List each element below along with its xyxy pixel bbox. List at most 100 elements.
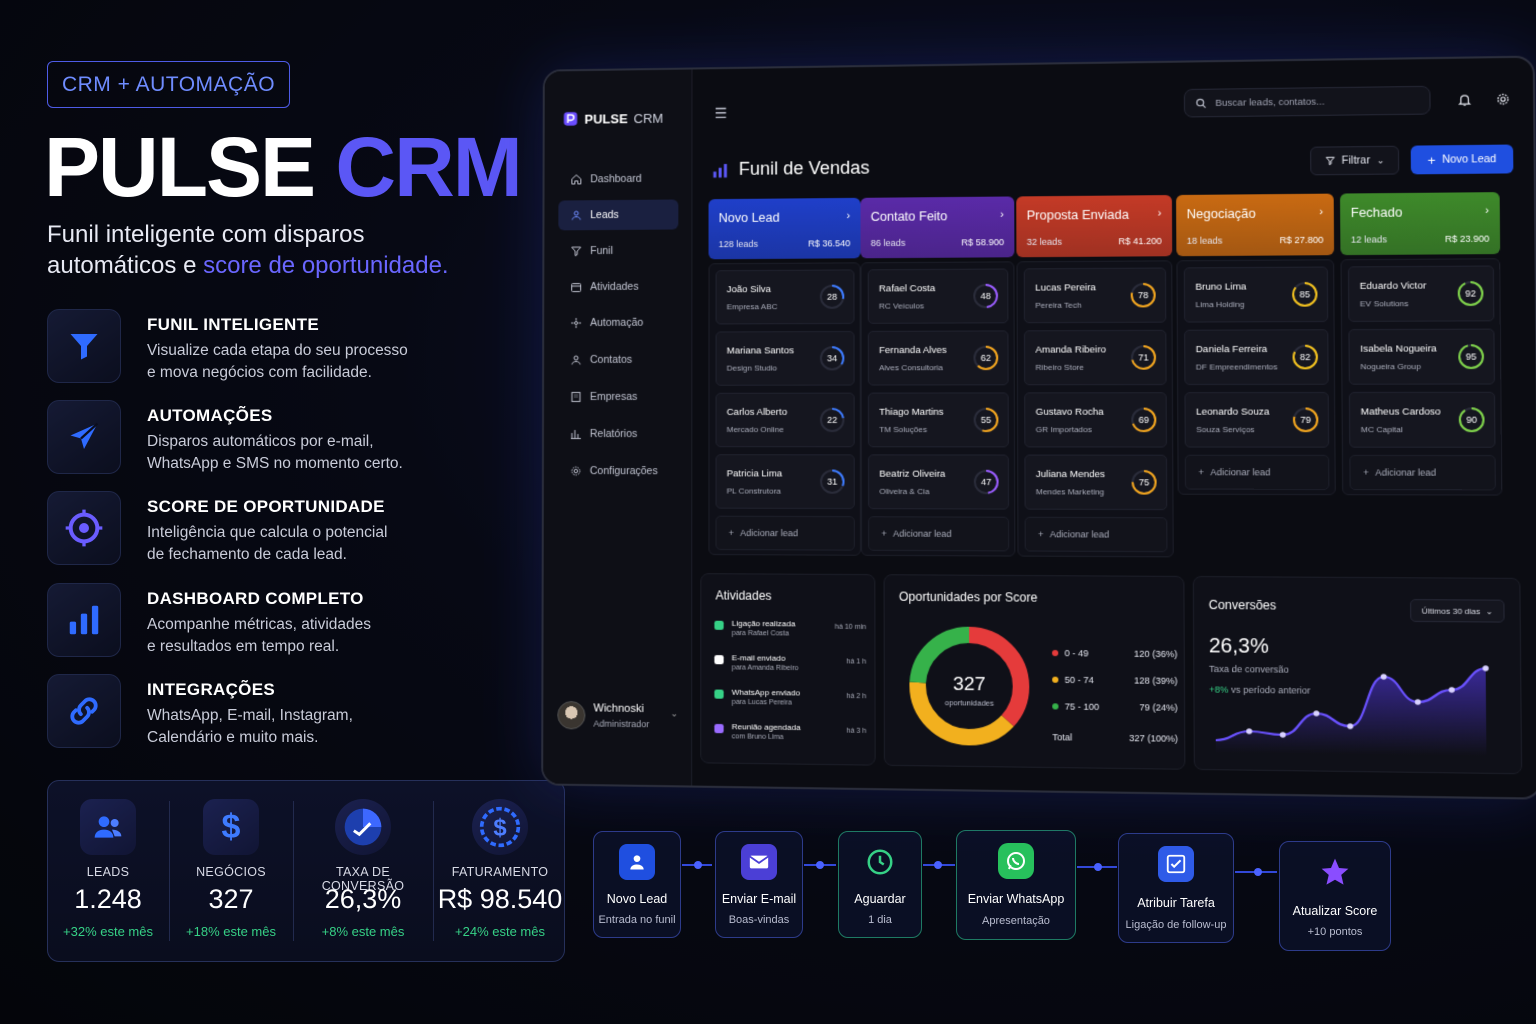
score-ring: 69 — [1130, 407, 1157, 434]
bar-chart-icon — [47, 583, 121, 657]
feature-automacoes: AUTOMAÇÕES Disparos automáticos por e-ma… — [47, 400, 517, 476]
avatar — [557, 700, 586, 730]
stat-leads: LEADS 1.248 +32% este mês — [48, 781, 168, 963]
sidebar-item-leads[interactable]: Leads — [558, 199, 679, 231]
lead-card[interactable]: Patricia Lima PL Construtora 31 — [715, 454, 855, 510]
bell-icon[interactable] — [1450, 85, 1480, 114]
lead-score: 62 — [981, 353, 991, 363]
workflow-step-aguardar[interactable]: Aguardar 1 dia — [838, 831, 922, 938]
kanban-column-header[interactable]: Novo Lead › 128 leads R$ 36.540 — [708, 197, 861, 260]
hero-subtitle: Funil inteligente com disparos automático… — [47, 221, 449, 279]
menu-icon[interactable]: ☰ — [714, 104, 728, 122]
plus-icon: + — [1038, 529, 1044, 540]
score-ring: 90 — [1458, 406, 1486, 433]
add-lead-button[interactable]: + Adicionar lead — [1184, 454, 1330, 490]
chevron-right-icon: › — [1157, 207, 1162, 220]
lead-card[interactable]: Carlos Alberto Mercado Online 22 — [715, 392, 855, 448]
lead-card[interactable]: Bruno Lima Lima Holding 85 — [1183, 266, 1329, 323]
lead-card[interactable]: Gustavo Rocha GR Importados 69 — [1024, 392, 1167, 448]
sidebar-item-dashboard[interactable]: Dashboard — [558, 163, 678, 194]
activity-item[interactable]: E-mail enviado para Amanda Ribeiro há 1 h — [713, 653, 866, 685]
add-lead-button[interactable]: + Adicionar lead — [868, 516, 1010, 552]
dollar-icon: $ — [203, 799, 259, 855]
workflow-step-enviar-email[interactable]: Enviar E-mail Boas-vindas — [715, 831, 803, 938]
score-panel: Oportunidades por Score 327 oportunidade… — [883, 574, 1186, 770]
sidebar-item-relatorios[interactable]: Relatórios — [558, 419, 678, 449]
kanban-column-header[interactable]: Proposta Enviada › 32 leads R$ 41.200 — [1016, 195, 1173, 258]
score-ring: 31 — [819, 468, 846, 494]
lead-card[interactable]: Matheus Cardoso MC Capital 90 — [1348, 391, 1496, 448]
lead-card[interactable]: Leonardo Souza Souza Serviços 79 — [1184, 391, 1330, 448]
lead-company: DF Empreendimentos — [1195, 362, 1278, 372]
workflow-step-enviar-whatsapp[interactable]: Enviar WhatsApp Apresentação — [956, 830, 1076, 940]
new-lead-button[interactable]: + Novo Lead — [1410, 144, 1514, 175]
lead-card[interactable]: Isabela Nogueira Nogueira Group 95 — [1348, 328, 1495, 385]
kanban-column-body: Lucas Pereira Pereira Tech 78 Amanda Ribeir… — [1016, 260, 1174, 558]
filter-button[interactable]: Filtrar ⌄ — [1310, 145, 1400, 176]
score-ring: 85 — [1291, 281, 1319, 308]
lead-card[interactable]: Beatriz Oliveira Oliveira & Cia 47 — [867, 454, 1010, 510]
lead-company: Mendes Marketing — [1035, 487, 1105, 497]
search-input[interactable]: Buscar leads, contatos... — [1183, 85, 1431, 118]
score-ring: 55 — [973, 407, 1000, 433]
page-title: Funil de Vendas — [713, 157, 870, 180]
coin-icon: $ — [472, 799, 528, 855]
kanban-column-header[interactable]: Negociação › 18 leads R$ 27.800 — [1176, 193, 1335, 257]
lead-card[interactable]: Rafael Costa RC Veículos 48 — [867, 268, 1009, 324]
lead-score: 55 — [981, 415, 991, 425]
search-icon — [1195, 97, 1207, 108]
stats-panel: LEADS 1.248 +32% este mês $ NEGÓCIOS 327… — [47, 780, 565, 962]
funnel-icon — [571, 246, 583, 257]
activity-item[interactable]: Reunião agendada com Bruno Lima há 3 h — [713, 722, 866, 754]
workflow-step-atualizar-score[interactable]: Atualizar Score +10 pontos — [1279, 841, 1391, 951]
automation-icon — [571, 318, 581, 328]
conversion-area — [1215, 665, 1487, 757]
lead-card[interactable]: Juliana Mendes Mendes Marketing 75 — [1024, 454, 1168, 511]
lead-card[interactable]: Eduardo Victor EV Solutions 92 — [1347, 265, 1495, 322]
stat-taxa-conversao: TAXA DE CONVERSÃO 26,3% +8% este mês — [294, 781, 432, 963]
lead-card[interactable]: Mariana Santos Design Studio 34 — [715, 330, 855, 386]
add-lead-button[interactable]: + Adicionar lead — [1349, 454, 1496, 491]
workflow-step-atribuir-tarefa[interactable]: Atribuir Tarefa Ligação de follow-up — [1118, 833, 1234, 943]
star-icon — [1317, 854, 1353, 890]
add-lead-button[interactable]: + Adicionar lead — [715, 515, 855, 551]
lead-card[interactable]: Thiago Martins TM Soluções 55 — [867, 392, 1009, 448]
settings-icon[interactable] — [1488, 85, 1518, 114]
sidebar-item-automacao[interactable]: Automação — [558, 308, 678, 338]
whatsapp-icon — [714, 689, 724, 699]
lead-company: EV Solutions — [1359, 298, 1409, 309]
kanban-column-body: Eduardo Victor EV Solutions 92 Isabela Nogu… — [1340, 258, 1503, 496]
kanban-column-body: Bruno Lima Lima Holding 85 Daniela Ferreira… — [1176, 259, 1336, 496]
activity-item[interactable]: Ligação realizada para Rafael Costa há 10 … — [713, 619, 866, 651]
sidebar-item-contatos[interactable]: Contatos — [558, 345, 678, 375]
lead-card[interactable]: Fernanda Alves Alves Consultoria 62 — [867, 330, 1009, 386]
lead-card[interactable]: João Silva Empresa ABC 28 — [715, 269, 855, 325]
lead-score: 28 — [827, 292, 837, 302]
lead-company: Mercado Online — [726, 424, 784, 435]
workflow-step-novo-lead[interactable]: Novo Lead Entrada no funil — [593, 831, 681, 938]
sidebar-item-configuracoes[interactable]: Configurações — [558, 456, 678, 486]
lead-card[interactable]: Daniela Ferreira DF Empreendimentos 82 — [1184, 329, 1329, 386]
stat-faturamento: $ FATURAMENTO R$ 98.540 +24% este mês — [434, 781, 566, 963]
chevron-down-icon: ⌄ — [670, 708, 679, 719]
lead-card[interactable]: Lucas Pereira Pereira Tech 78 — [1023, 267, 1167, 324]
sidebar-item-empresas[interactable]: Empresas — [558, 382, 678, 412]
activity-item[interactable]: WhatsApp enviado para Lucas Pereira há 2 h — [713, 687, 866, 719]
kanban-column-header[interactable]: Fechado › 12 leads R$ 23.900 — [1340, 192, 1501, 256]
lead-score: 34 — [827, 353, 837, 363]
kanban-column-header[interactable]: Contato Feito › 86 leads R$ 58.900 — [860, 196, 1015, 259]
lead-company: Pereira Tech — [1035, 300, 1082, 310]
lead-company: MC Capital — [1360, 424, 1403, 435]
svg-text:$: $ — [493, 814, 506, 841]
period-select[interactable]: Últimos 30 dias ⌄ — [1410, 599, 1505, 623]
feature-funil: FUNIL INTELIGENTE Visualize cada etapa d… — [47, 309, 517, 385]
user-profile[interactable]: Wichnoski Administrador ⌄ — [557, 699, 678, 737]
sidebar-item-funil[interactable]: Funil — [558, 235, 678, 266]
lead-score: 71 — [1138, 352, 1149, 362]
score-ring: 34 — [819, 345, 846, 371]
lead-card[interactable]: Amanda Ribeiro Ribeiro Store 71 — [1023, 329, 1167, 386]
activities-panel: Atividades Ligação realizada para Rafael … — [700, 573, 876, 766]
lead-name: Bruno Lima — [1195, 281, 1247, 293]
sidebar-item-atividades[interactable]: Atividades — [558, 272, 678, 303]
add-lead-button[interactable]: + Adicionar lead — [1024, 516, 1168, 553]
